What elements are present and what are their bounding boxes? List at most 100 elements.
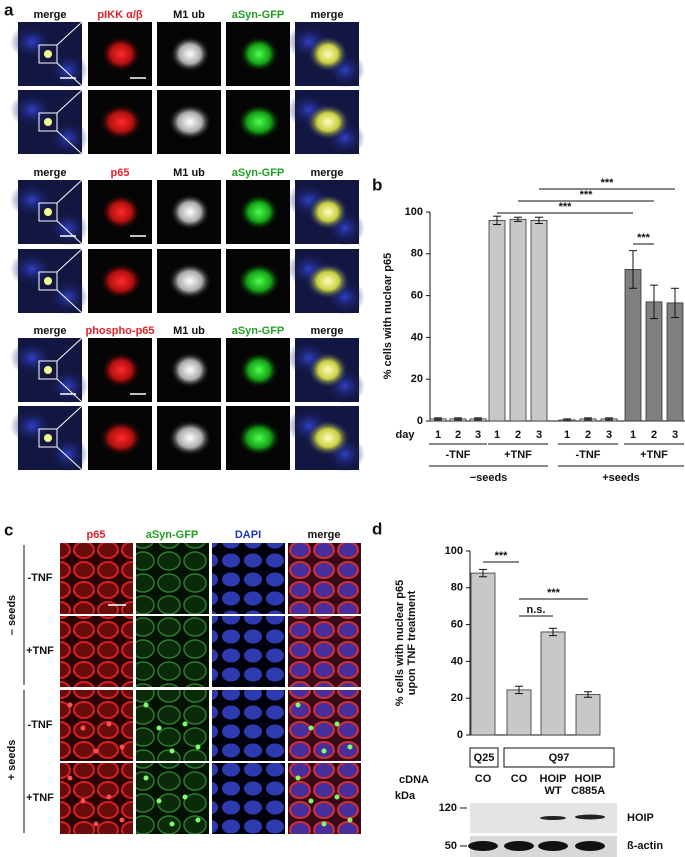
x-axis-label: day	[396, 429, 416, 441]
column-header: M1 ub	[173, 167, 205, 179]
bar	[666, 302, 684, 422]
nucleus	[10, 408, 54, 444]
column-header: M1 ub	[173, 9, 205, 21]
zoom-line	[56, 248, 83, 273]
column-header: merge	[33, 9, 66, 21]
column-header: phospho-p65	[85, 325, 154, 337]
inclusion	[99, 420, 143, 456]
micrograph	[60, 543, 133, 614]
nucleus	[48, 368, 88, 404]
zoom-line	[56, 378, 83, 403]
aggregate	[143, 775, 149, 781]
aggregate	[169, 821, 175, 827]
y-axis-label: upon TNF treatment	[406, 590, 418, 695]
band	[540, 816, 566, 820]
panel-label: a	[4, 0, 14, 19]
column-header: aSyn-GFP	[232, 325, 285, 337]
inclusion	[237, 263, 281, 299]
inclusion	[170, 36, 210, 72]
aggregate	[295, 775, 301, 781]
micrograph	[212, 763, 285, 834]
band	[538, 841, 568, 851]
aggregate	[347, 744, 353, 750]
significance-label: ***	[601, 177, 615, 189]
aggregate	[93, 748, 99, 754]
y-tick-label: 20	[411, 373, 423, 385]
inclusion	[308, 194, 348, 230]
aggregate	[195, 744, 201, 750]
x-tick-label-box: CO	[475, 773, 492, 785]
blot-unit: kDa	[395, 790, 416, 802]
group-box	[503, 747, 615, 768]
aggregate	[106, 721, 112, 727]
subgroup-label: -TNF	[445, 449, 470, 461]
significance-label: ***	[495, 550, 509, 562]
inclusion	[44, 277, 52, 285]
y-axis-label: % cells with nuclear p65	[394, 580, 406, 707]
group-label: −seeds	[470, 472, 508, 484]
inclusion	[239, 36, 279, 72]
zoom-line	[56, 405, 83, 430]
inclusion	[306, 420, 350, 456]
aggregate	[182, 794, 188, 800]
zoom-line	[56, 179, 83, 204]
aggregate	[182, 721, 188, 727]
x-tick-label: HOIP C885A	[571, 773, 606, 797]
inclusion	[44, 208, 52, 216]
subgroup-label: -TNF	[575, 449, 600, 461]
inclusion	[170, 194, 210, 230]
inclusion	[170, 352, 210, 388]
nucleus	[10, 24, 54, 60]
zoom-line	[56, 289, 83, 314]
y-tick-label: 20	[451, 692, 463, 704]
column-header: p65	[111, 167, 130, 179]
bar	[488, 219, 506, 422]
significance-label: ***	[637, 232, 651, 244]
band	[575, 814, 605, 820]
aggregate	[93, 821, 99, 827]
inclusion	[168, 420, 212, 456]
nucleus	[48, 210, 88, 246]
aggregate	[156, 798, 162, 804]
nucleus	[10, 251, 54, 287]
inclusion	[306, 104, 350, 140]
micrograph	[288, 616, 361, 687]
inclusion	[44, 434, 52, 442]
inclusion	[237, 420, 281, 456]
y-tick-label: 40	[411, 331, 423, 343]
x-tick-label: HOIP WT	[539, 773, 567, 797]
x-tick-label: 3	[672, 429, 678, 441]
y-tick-label: 60	[411, 290, 423, 302]
micrograph	[136, 616, 209, 687]
aggregate	[156, 725, 162, 731]
y-axis-label: % cells with nuclear p65	[382, 253, 394, 380]
x-tick-label: CO	[510, 773, 528, 785]
inclusion	[237, 104, 281, 140]
zoom-line	[56, 446, 83, 471]
y-tick-label: 100	[445, 545, 463, 557]
micrograph	[136, 543, 209, 614]
x-tick-label: 1	[494, 429, 500, 441]
inclusion	[44, 50, 52, 58]
y-tick-label: 40	[451, 655, 463, 667]
inclusion	[239, 352, 279, 388]
column-header: merge	[310, 167, 343, 179]
nucleus	[10, 92, 54, 128]
micrograph	[212, 690, 285, 761]
aggregate	[334, 721, 340, 727]
inclusion	[306, 263, 350, 299]
significance-label: n.s.	[527, 604, 546, 616]
aggregate	[67, 775, 73, 781]
column-header: merge	[310, 9, 343, 21]
zoom-box	[38, 112, 58, 132]
micrograph	[212, 616, 285, 687]
column-header: merge	[310, 325, 343, 337]
aggregate	[80, 798, 86, 804]
row-label: +TNF	[26, 645, 54, 657]
group-label: +seeds	[602, 472, 640, 484]
group-label: Q25	[474, 752, 495, 764]
inclusion	[44, 366, 52, 374]
bar	[624, 269, 642, 422]
column-header: DAPI	[235, 529, 261, 541]
